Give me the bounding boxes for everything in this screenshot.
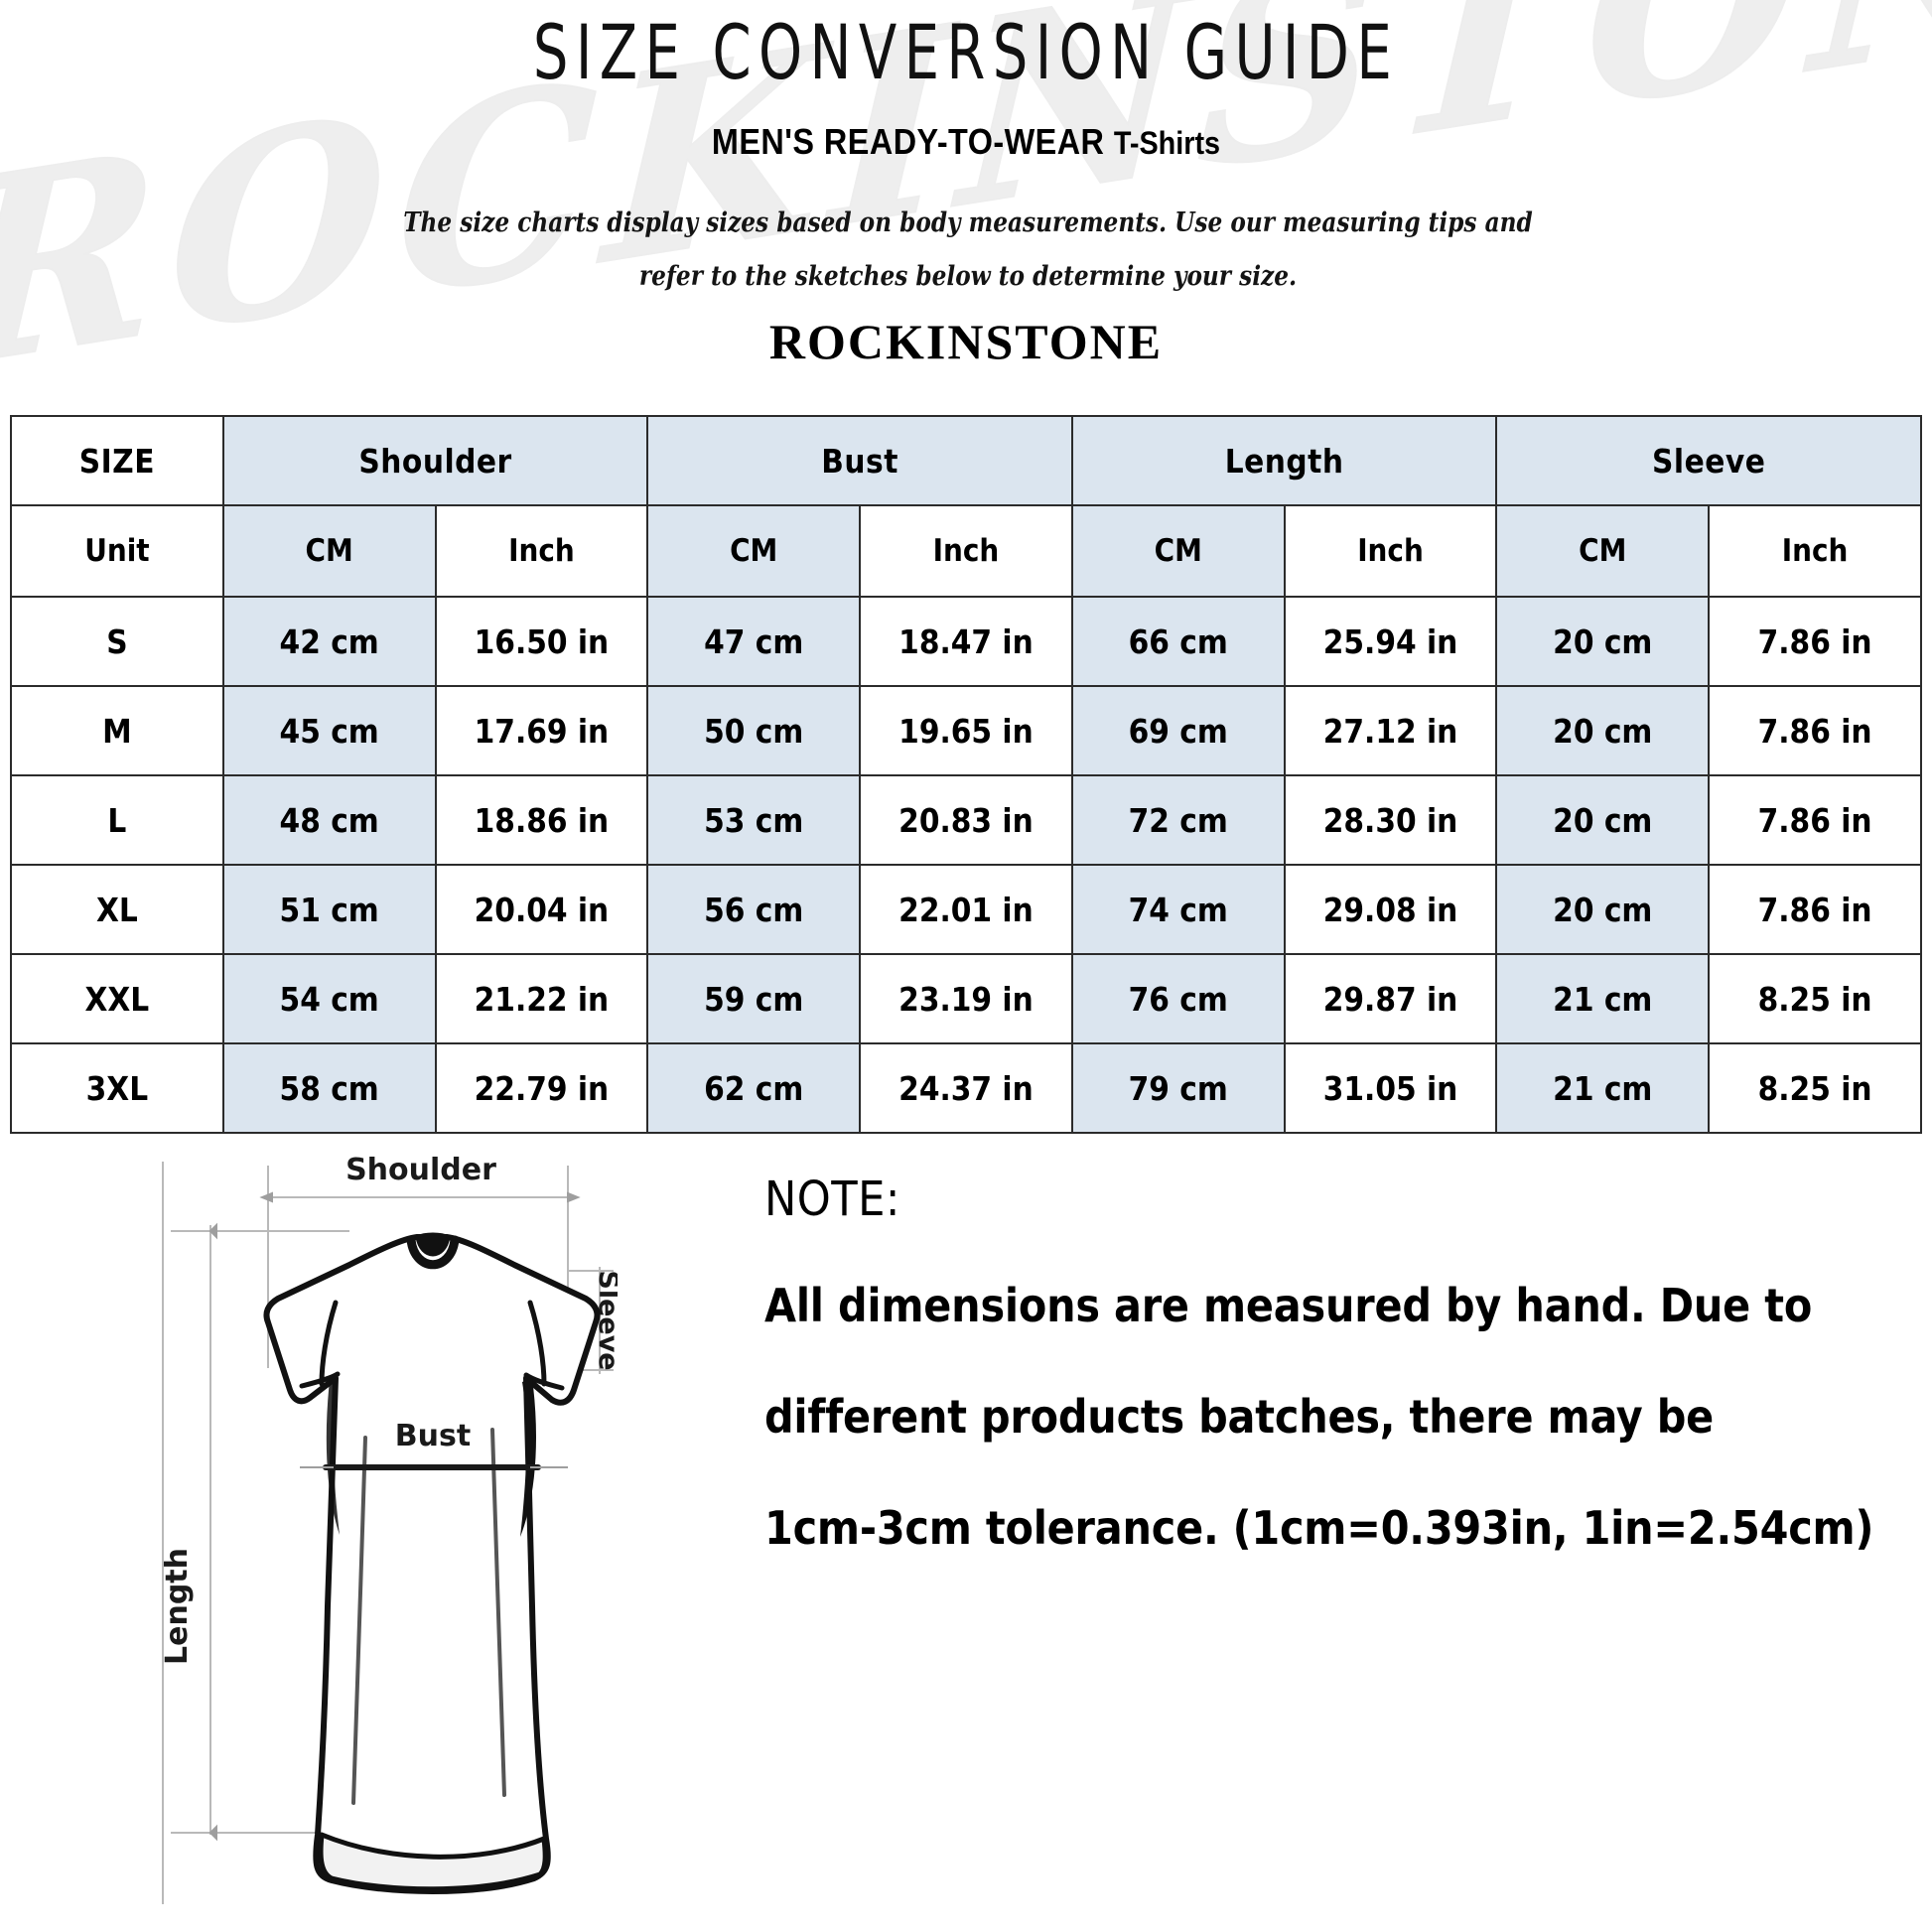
description-line-2: below to determine your size. — [915, 261, 1298, 292]
note-line-2: different products batches, there may be — [764, 1390, 1715, 1444]
cell-sleeve-cm: 20 cm — [1495, 864, 1711, 955]
diagram-label-bust: Bust — [395, 1419, 471, 1453]
cell-length-cm: 69 cm — [1070, 685, 1286, 776]
cell-length-cm: 66 cm — [1070, 596, 1286, 687]
header-unit: Unit — [10, 504, 224, 598]
unit-bust-cm: CM — [646, 504, 862, 598]
note-title: NOTE: — [764, 1172, 900, 1227]
cell-bust-cm: 50 cm — [646, 685, 862, 776]
cell-length-cm: 76 cm — [1070, 953, 1286, 1044]
header-group-length: Length — [1070, 415, 1498, 506]
cell-shoulder-inch: 16.50 in — [434, 596, 649, 687]
cell-bust-inch: 20.83 in — [859, 774, 1073, 866]
cell-length-inch: 28.30 in — [1283, 774, 1498, 866]
unit-bust-inch: Inch — [859, 504, 1073, 598]
note-line-1: All dimensions are measured by hand. Due… — [764, 1279, 1813, 1332]
cell-shoulder-inch: 20.04 in — [434, 864, 649, 955]
cell-bust-inch: 24.37 in — [859, 1042, 1073, 1134]
cell-length-inch: 29.87 in — [1283, 953, 1498, 1044]
row-size-label: 3XL — [10, 1042, 224, 1134]
cell-sleeve-inch: 7.86 in — [1708, 596, 1922, 687]
note-line-3: 1cm-3cm tolerance. (1cm=0.393in, 1in=2.5… — [764, 1501, 1874, 1555]
cell-bust-cm: 56 cm — [646, 864, 862, 955]
table-row: M 45 cm 17.69 in 50 cm 19.65 in 69 cm 27… — [10, 685, 1922, 776]
cell-shoulder-cm: 48 cm — [221, 774, 437, 866]
cell-sleeve-cm: 20 cm — [1495, 685, 1711, 776]
size-conversion-table: SIZE Shoulder Bust Length Sleeve Unit CM… — [10, 415, 1922, 1134]
row-size-label: L — [10, 774, 224, 866]
row-size-label: M — [10, 685, 224, 776]
tshirt-measurement-diagram: Length Shoulder Sleeve — [151, 1140, 618, 1924]
cell-bust-cm: 59 cm — [646, 953, 862, 1044]
cell-sleeve-cm: 20 cm — [1495, 596, 1711, 687]
cell-length-cm: 72 cm — [1070, 774, 1286, 866]
cell-bust-cm: 62 cm — [646, 1042, 862, 1134]
cell-length-inch: 27.12 in — [1283, 685, 1498, 776]
unit-sleeve-cm: CM — [1495, 504, 1711, 598]
unit-sleeve-inch: Inch — [1708, 504, 1922, 598]
cell-bust-inch: 19.65 in — [859, 685, 1073, 776]
row-size-label: XXL — [10, 953, 224, 1044]
cell-length-cm: 79 cm — [1070, 1042, 1286, 1134]
header-group-bust: Bust — [646, 415, 1073, 506]
table-group-header-row: SIZE Shoulder Bust Length Sleeve — [10, 415, 1922, 506]
table-row: XXL 54 cm 21.22 in 59 cm 23.19 in 76 cm … — [10, 953, 1922, 1044]
cell-sleeve-inch: 8.25 in — [1708, 1042, 1922, 1134]
cell-length-cm: 74 cm — [1070, 864, 1286, 955]
row-size-label: XL — [10, 864, 224, 955]
cell-sleeve-inch: 7.86 in — [1708, 774, 1922, 866]
header-size: SIZE — [10, 415, 224, 506]
brand-name: ROCKINSTONE — [768, 314, 1164, 369]
unit-shoulder-cm: CM — [221, 504, 437, 598]
cell-length-inch: 31.05 in — [1283, 1042, 1498, 1134]
cell-bust-inch: 22.01 in — [859, 864, 1073, 955]
cell-bust-cm: 47 cm — [646, 596, 862, 687]
cell-shoulder-cm: 54 cm — [221, 953, 437, 1044]
note-block: NOTE: All dimensions are measured by han… — [764, 1172, 1916, 1555]
cell-shoulder-inch: 17.69 in — [434, 685, 649, 776]
unit-length-cm: CM — [1070, 504, 1286, 598]
cell-shoulder-cm: 45 cm — [221, 685, 437, 776]
cell-sleeve-cm: 21 cm — [1495, 1042, 1711, 1134]
cell-shoulder-cm: 42 cm — [221, 596, 437, 687]
table-unit-row: Unit CM Inch CM Inch CM Inch CM Inch — [10, 504, 1922, 598]
bottom-section: Length Shoulder Sleeve — [0, 1130, 1932, 1932]
cell-sleeve-cm: 21 cm — [1495, 953, 1711, 1044]
table-row: 3XL 58 cm 22.79 in 62 cm 24.37 in 79 cm … — [10, 1042, 1922, 1134]
row-size-label: S — [10, 596, 224, 687]
diagram-label-shoulder: Shoulder — [345, 1153, 496, 1187]
cell-shoulder-inch: 18.86 in — [434, 774, 649, 866]
cell-shoulder-inch: 21.22 in — [434, 953, 649, 1044]
cell-length-inch: 25.94 in — [1283, 596, 1498, 687]
cell-bust-inch: 23.19 in — [859, 953, 1073, 1044]
table-row: L 48 cm 18.86 in 53 cm 20.83 in 72 cm 28… — [10, 774, 1922, 866]
cell-shoulder-cm: 58 cm — [221, 1042, 437, 1134]
cell-sleeve-inch: 7.86 in — [1708, 864, 1922, 955]
page-subtitle: MEN'S READY-TO-WEAR T-Shirts — [96, 121, 1835, 163]
cell-sleeve-inch: 8.25 in — [1708, 953, 1922, 1044]
cell-sleeve-cm: 20 cm — [1495, 774, 1711, 866]
diagram-label-length: Length — [160, 1548, 195, 1665]
cell-shoulder-cm: 51 cm — [221, 864, 437, 955]
table-row: S 42 cm 16.50 in 47 cm 18.47 in 66 cm 25… — [10, 596, 1922, 687]
unit-length-inch: Inch — [1283, 504, 1498, 598]
unit-shoulder-inch: Inch — [434, 504, 649, 598]
page-title: SIZE CONVERSION GUIDE — [532, 8, 1400, 96]
cell-bust-cm: 53 cm — [646, 774, 862, 866]
description-line-1: The size charts display sizes based on b… — [403, 207, 1533, 292]
cell-bust-inch: 18.47 in — [859, 596, 1073, 687]
subtitle-category: MEN'S READY-TO-WEAR — [711, 121, 1105, 162]
cell-shoulder-inch: 22.79 in — [434, 1042, 649, 1134]
cell-length-inch: 29.08 in — [1283, 864, 1498, 955]
table-row: XL 51 cm 20.04 in 56 cm 22.01 in 74 cm 2… — [10, 864, 1922, 955]
header-group-sleeve: Sleeve — [1495, 415, 1922, 506]
subtitle-product: T-Shirts — [1113, 125, 1221, 161]
header-group-shoulder: Shoulder — [221, 415, 649, 506]
cell-sleeve-inch: 7.86 in — [1708, 685, 1922, 776]
page-description: The size charts display sizes based on b… — [400, 197, 1536, 304]
